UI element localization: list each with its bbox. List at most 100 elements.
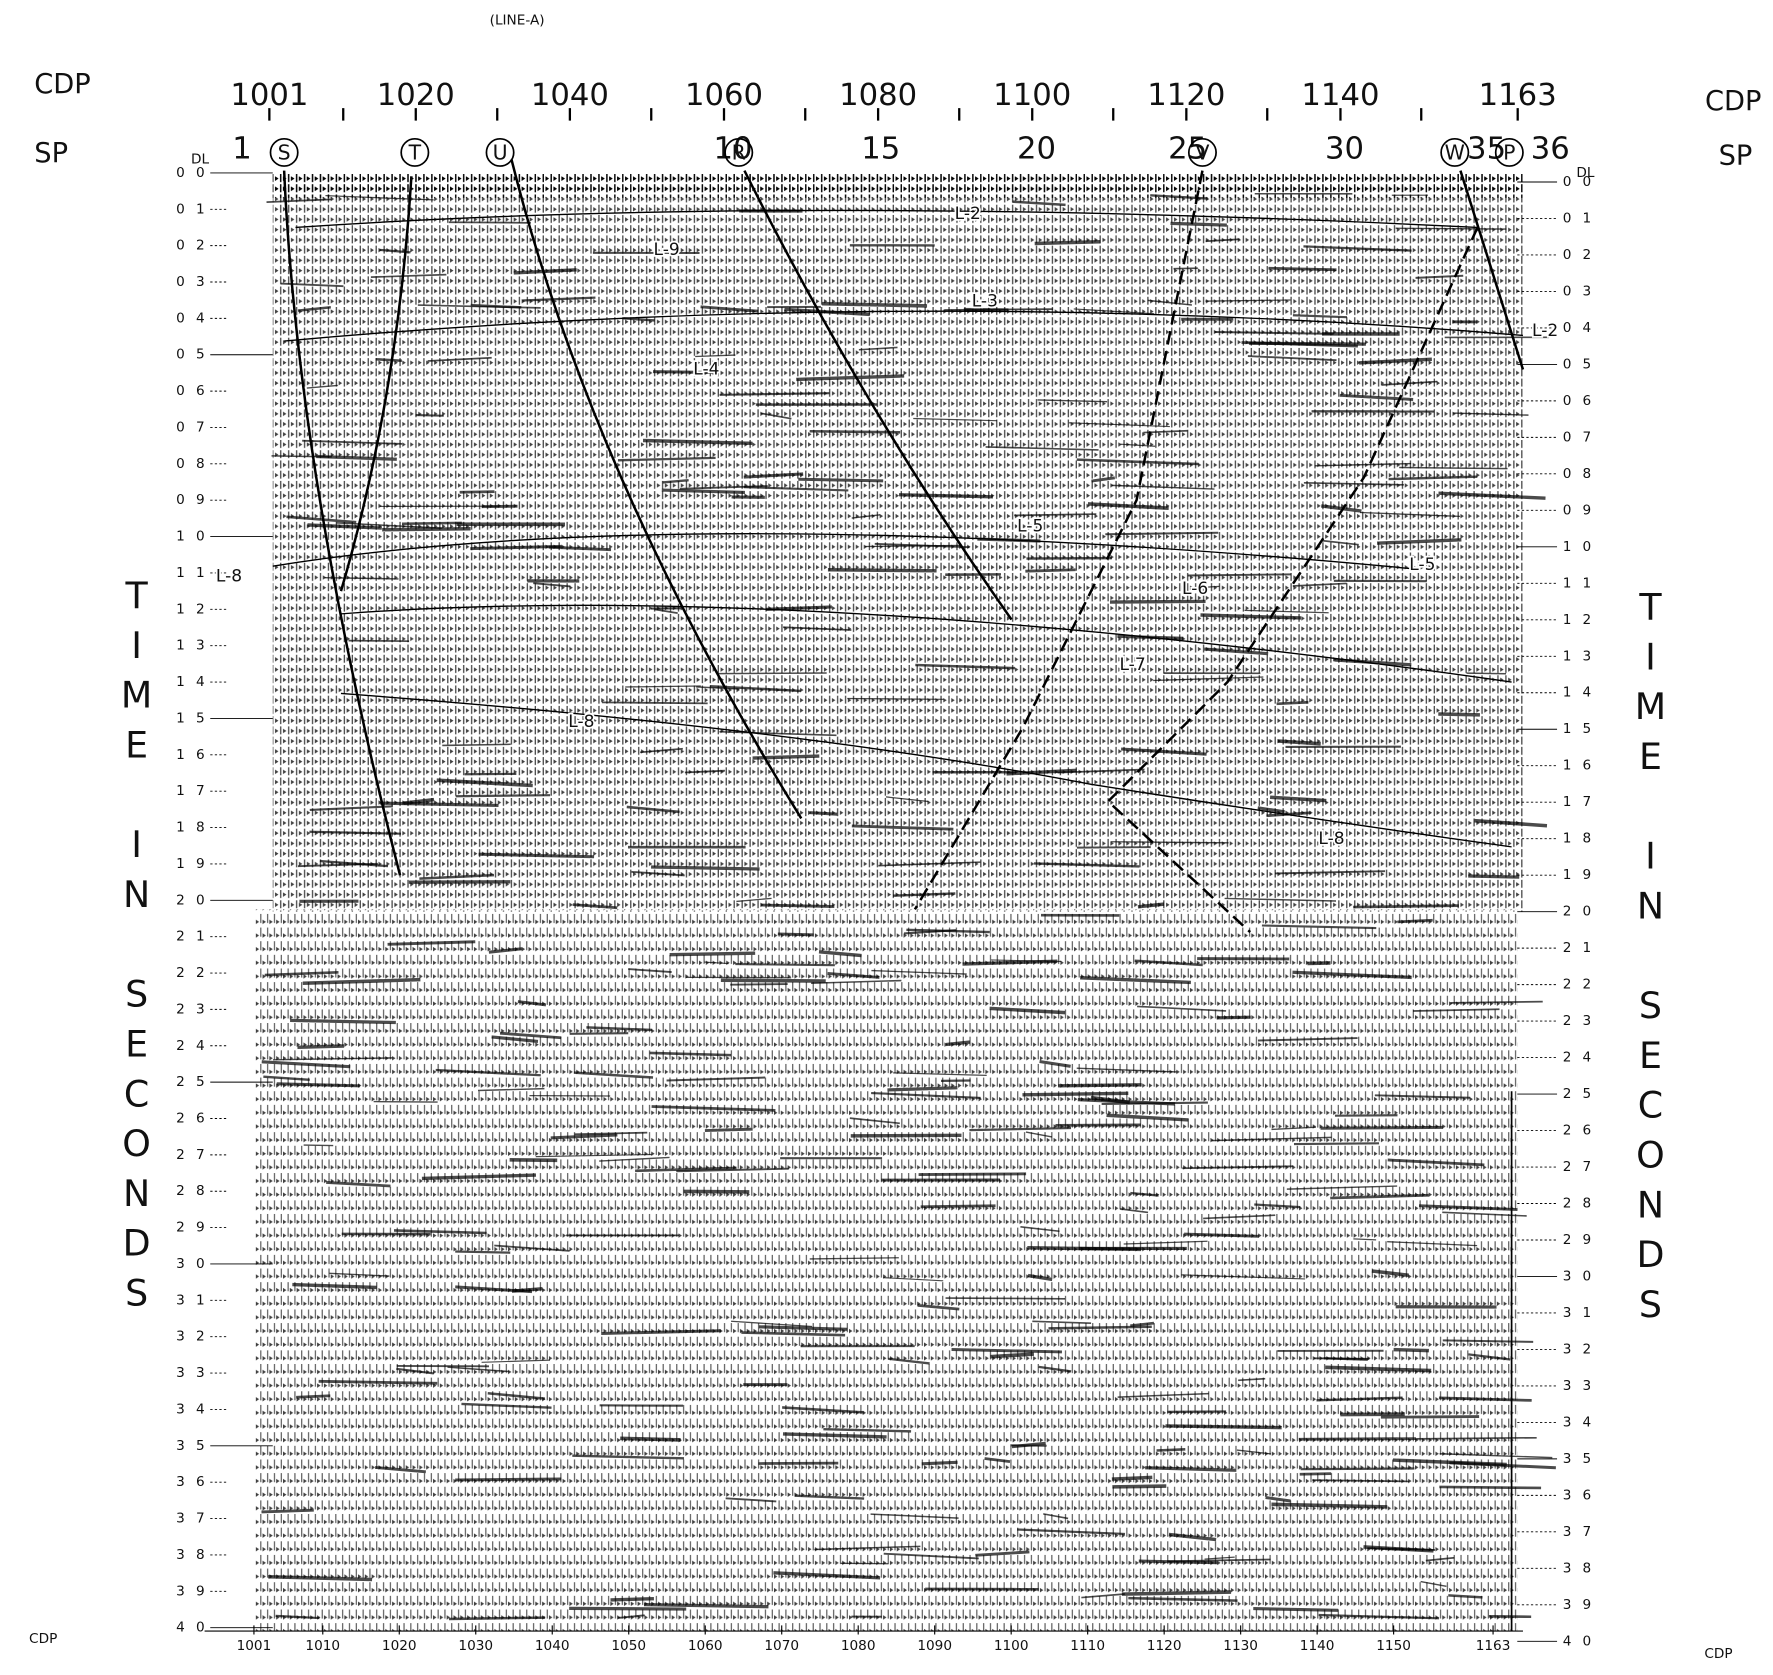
reflector-streak bbox=[449, 1618, 545, 1619]
cdp-tick-label: 1060 bbox=[685, 78, 763, 113]
shotpoint-label: V bbox=[1195, 141, 1209, 165]
time-label-right: 1 6 bbox=[1563, 758, 1595, 774]
reflector-streak bbox=[684, 1191, 750, 1192]
sp-label: 15 bbox=[861, 132, 900, 167]
reflector-streak bbox=[1139, 1561, 1218, 1563]
time-label-left: 1 3 bbox=[176, 638, 208, 654]
reflector-streak bbox=[290, 1020, 396, 1022]
time-label-left: 1 7 bbox=[176, 783, 208, 799]
cdp-label: CDP bbox=[34, 69, 90, 100]
cdp-tick-label: 1120 bbox=[1147, 1638, 1182, 1654]
time-label-right: 1 3 bbox=[1563, 648, 1595, 664]
time-label-right: 4 0 bbox=[1563, 1633, 1595, 1649]
reflector-streak bbox=[778, 934, 814, 935]
reflector-streak bbox=[271, 456, 331, 457]
time-label-left: 3 3 bbox=[176, 1365, 208, 1381]
trace-area bbox=[256, 909, 1518, 1631]
shotpoint-label: P bbox=[1503, 141, 1515, 165]
reflector-streak bbox=[644, 1605, 768, 1607]
reflector-streak bbox=[1320, 1127, 1443, 1128]
time-label-right: 0 0 bbox=[1563, 174, 1595, 190]
time-label-left: 1 5 bbox=[176, 710, 208, 726]
time-label-right: 1 5 bbox=[1563, 721, 1595, 737]
reflector-streak bbox=[456, 795, 550, 796]
time-label-left: 1 6 bbox=[176, 747, 208, 763]
time-label-right: 2 1 bbox=[1563, 940, 1595, 956]
reflector-streak bbox=[1468, 876, 1519, 877]
time-label-left: 3 6 bbox=[176, 1474, 208, 1490]
reflector-streak bbox=[810, 813, 838, 815]
reflector-streak bbox=[1112, 1486, 1166, 1487]
reflector-streak bbox=[1294, 1143, 1379, 1144]
cdp-label: CDP bbox=[1704, 1646, 1732, 1662]
reflector-streak bbox=[1058, 1085, 1142, 1086]
reflector-streak bbox=[620, 1438, 680, 1440]
time-label-right: 3 7 bbox=[1563, 1524, 1595, 1540]
cdp-tick-label: 1140 bbox=[1301, 78, 1379, 113]
reflector-streak bbox=[828, 570, 937, 571]
time-label-right: 3 8 bbox=[1563, 1560, 1595, 1576]
horizon-label: L-8 bbox=[1318, 829, 1344, 849]
time-label-left: 2 5 bbox=[176, 1074, 208, 1090]
time-label-left: 0 1 bbox=[176, 201, 208, 217]
sp-label: 35 bbox=[1467, 132, 1506, 167]
reflector-streak bbox=[1268, 268, 1336, 270]
reflector-streak bbox=[1299, 1439, 1416, 1440]
time-label-right: 2 3 bbox=[1563, 1013, 1595, 1029]
reflector-streak bbox=[610, 1599, 653, 1600]
reflector-streak bbox=[1157, 1449, 1186, 1450]
time-label-right: 2 5 bbox=[1563, 1086, 1595, 1102]
time-label-right: 2 6 bbox=[1563, 1123, 1595, 1139]
time-label-left: 0 9 bbox=[176, 492, 208, 508]
time-label-right: 1 7 bbox=[1563, 794, 1595, 810]
cdp-tick-label: 1100 bbox=[993, 78, 1071, 113]
time-label-left: 1 9 bbox=[176, 856, 208, 872]
time-label-left: 2 9 bbox=[176, 1220, 208, 1236]
cdp-tick-label: 1050 bbox=[611, 1638, 646, 1654]
time-label-right: 0 8 bbox=[1563, 466, 1595, 482]
time-label-right: 0 1 bbox=[1563, 210, 1595, 226]
time-label-left: 3 0 bbox=[176, 1256, 208, 1272]
time-label-left: 2 8 bbox=[176, 1183, 208, 1199]
time-label-right: 3 9 bbox=[1563, 1597, 1595, 1613]
reflector-streak bbox=[1301, 1469, 1415, 1470]
cdp-tick-label: 1010 bbox=[305, 1638, 340, 1654]
cdp-tick-label: 1163 bbox=[1479, 78, 1557, 113]
cdp-tick-label: 1100 bbox=[994, 1638, 1029, 1654]
time-label-right: 0 9 bbox=[1563, 502, 1595, 518]
time-label-right: 3 5 bbox=[1563, 1451, 1595, 1467]
cdp-tick-label: 1090 bbox=[917, 1638, 952, 1654]
reflector-streak bbox=[1171, 223, 1227, 225]
reflector-streak bbox=[455, 1479, 561, 1480]
reflector-streak bbox=[1396, 228, 1507, 229]
time-label-right: 2 7 bbox=[1563, 1159, 1595, 1175]
reflector-streak bbox=[1122, 1592, 1231, 1594]
reflector-streak bbox=[730, 984, 787, 985]
reflector-streak bbox=[304, 1145, 334, 1146]
horizon-label: L-2 bbox=[955, 204, 981, 224]
horizon-label: L-8 bbox=[568, 712, 594, 732]
time-label-left: 2 2 bbox=[176, 965, 208, 981]
reflector-streak bbox=[705, 1129, 753, 1130]
time-label-left: 1 4 bbox=[176, 674, 208, 690]
reflector-streak bbox=[670, 953, 756, 955]
time-label-left: 3 7 bbox=[176, 1511, 208, 1527]
reflector-streak bbox=[1165, 1426, 1281, 1428]
time-label-left: 3 5 bbox=[176, 1438, 208, 1454]
time-label-right: 2 0 bbox=[1563, 904, 1595, 920]
reflector-streak bbox=[374, 1102, 438, 1103]
time-label-left: 4 0 bbox=[176, 1620, 208, 1636]
reflector-streak bbox=[761, 905, 834, 907]
reflector-streak bbox=[297, 1046, 344, 1047]
time-label-left: 3 4 bbox=[176, 1401, 208, 1417]
time-label-left: 1 2 bbox=[176, 601, 208, 617]
time-title: TIME IN SECONDS bbox=[1629, 585, 1672, 1332]
horizon-label: L-9 bbox=[654, 240, 680, 260]
reflector-streak bbox=[1438, 714, 1480, 715]
reflector-streak bbox=[1307, 963, 1330, 964]
reflector-streak bbox=[847, 699, 943, 700]
reflector-streak bbox=[510, 1160, 558, 1161]
horizon-label: L-6 bbox=[1182, 579, 1208, 599]
reflector-streak bbox=[261, 1510, 313, 1512]
sp-label: SP bbox=[34, 138, 68, 169]
